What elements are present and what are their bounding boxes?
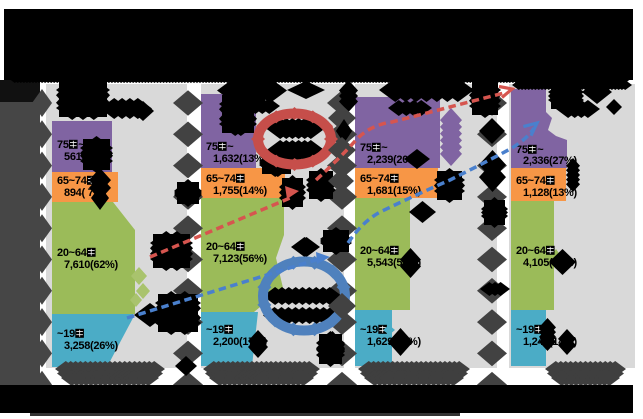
- svg-text:~: ~: [57, 328, 64, 340]
- svg-text:19: 19: [366, 324, 378, 336]
- svg-text:75: 75: [206, 141, 218, 153]
- svg-text:~: ~: [381, 142, 388, 154]
- svg-text:~: ~: [69, 175, 76, 187]
- svg-text:~: ~: [516, 324, 523, 336]
- svg-text:65: 65: [206, 173, 218, 185]
- svg-text:~: ~: [372, 173, 379, 185]
- svg-text:19: 19: [522, 324, 534, 336]
- svg-text:1,755(14%): 1,755(14%): [213, 185, 268, 197]
- svg-text:64: 64: [378, 245, 391, 257]
- svg-text:~: ~: [372, 245, 379, 257]
- svg-text:~: ~: [528, 245, 535, 257]
- svg-text:74: 74: [224, 173, 237, 185]
- svg-text:~: ~: [227, 141, 234, 153]
- svg-text:19: 19: [212, 324, 224, 336]
- svg-text:3,258(26%): 3,258(26%): [64, 340, 119, 352]
- svg-text:~: ~: [218, 241, 225, 253]
- svg-text:~: ~: [69, 247, 76, 259]
- svg-text:20: 20: [206, 241, 218, 253]
- svg-text:64: 64: [75, 247, 88, 259]
- svg-text:~: ~: [206, 324, 213, 336]
- svg-text:~: ~: [360, 324, 367, 336]
- svg-text:65: 65: [360, 173, 372, 185]
- svg-text:20: 20: [57, 247, 69, 259]
- svg-text:75: 75: [360, 142, 372, 154]
- svg-text:~: ~: [537, 144, 544, 156]
- svg-text:75: 75: [516, 144, 528, 156]
- svg-text:75: 75: [57, 139, 69, 151]
- svg-text:1,632(13%): 1,632(13%): [213, 153, 268, 165]
- svg-text:1,128(13%): 1,128(13%): [523, 187, 578, 199]
- svg-text:65: 65: [57, 175, 69, 187]
- svg-text:74: 74: [534, 175, 547, 187]
- svg-text:~: ~: [528, 175, 535, 187]
- svg-text:~: ~: [78, 139, 85, 151]
- svg-text:7,123(56%): 7,123(56%): [213, 253, 268, 265]
- svg-text:20: 20: [360, 245, 372, 257]
- svg-text:1,681(15%): 1,681(15%): [367, 185, 422, 197]
- svg-text:~: ~: [218, 173, 225, 185]
- svg-text:2,336(27%): 2,336(27%): [523, 155, 578, 167]
- svg-text:20: 20: [516, 245, 528, 257]
- svg-text:74: 74: [378, 173, 391, 185]
- svg-text:19: 19: [63, 328, 75, 340]
- svg-text:64: 64: [224, 241, 237, 253]
- svg-text:65: 65: [516, 175, 528, 187]
- svg-text:64: 64: [534, 245, 547, 257]
- svg-text:7,610(62%): 7,610(62%): [64, 259, 119, 271]
- svg-text:74: 74: [75, 175, 88, 187]
